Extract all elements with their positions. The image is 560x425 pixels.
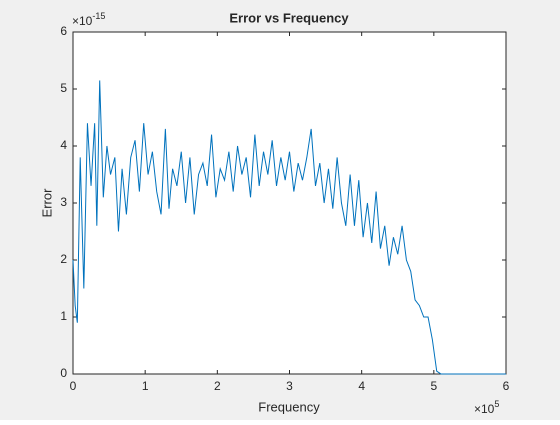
- y-tick-label: 0: [60, 366, 67, 380]
- plot-bg: [73, 32, 506, 374]
- y-tick-label: 2: [60, 252, 67, 266]
- y-multiplier-base: ×10: [72, 14, 93, 28]
- y-tick-label: 1: [60, 309, 67, 323]
- y-multiplier: ×10-15: [72, 11, 105, 28]
- y-tick-label: 5: [60, 81, 67, 95]
- x-axis-label: Frequency: [258, 399, 320, 414]
- y-tick-label: 3: [60, 195, 67, 209]
- x-multiplier-base: ×10: [474, 402, 495, 416]
- y-tick-label: 6: [60, 24, 67, 38]
- axes-box: [72, 31, 507, 375]
- x-tick-label: 3: [286, 379, 293, 393]
- x-tick-label: 5: [430, 379, 437, 393]
- x-tick-label: 4: [358, 379, 365, 393]
- y-multiplier-exponent: -15: [92, 11, 105, 21]
- x-tick-label: 1: [142, 379, 149, 393]
- x-multiplier: ×105: [474, 399, 499, 416]
- chart-title: Error vs Frequency: [229, 10, 349, 25]
- y-axis-label: Error: [39, 188, 54, 218]
- x-tick-label: 6: [503, 379, 510, 393]
- x-tick-label: 2: [214, 379, 221, 393]
- line: [72, 80, 506, 375]
- y-tick-label: 4: [60, 138, 67, 152]
- x-tick-label: 0: [70, 379, 77, 393]
- x-multiplier-exponent: 5: [494, 399, 499, 409]
